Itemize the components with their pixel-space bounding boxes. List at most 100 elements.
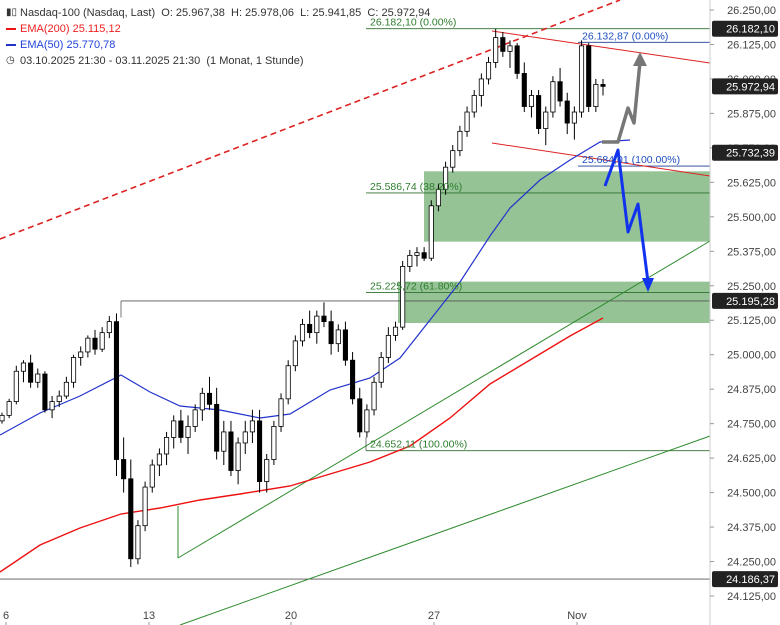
- fib-zone-1: [398, 281, 710, 323]
- candle-body: [35, 373, 41, 383]
- candle: [13, 365, 19, 405]
- y-tick-label: 25.875,00: [727, 108, 776, 120]
- candle: [357, 387, 363, 438]
- legend-high: H: 25.978,06: [231, 7, 294, 19]
- fib-label-4: 25.225,72 (61.80%): [370, 280, 462, 292]
- legend-ema200-row: EMA(200) 25.115,12: [6, 21, 430, 37]
- y-tick-label: 25.500,00: [727, 212, 776, 224]
- candle: [56, 390, 62, 408]
- blue-down-arrow: [603, 148, 650, 283]
- candle: [335, 324, 341, 352]
- candle: [228, 420, 234, 477]
- candle-body: [42, 373, 48, 411]
- candle: [20, 360, 27, 383]
- fib-label-0: 26.182,10 (0.00%): [370, 17, 456, 29]
- candle-body: [536, 95, 542, 129]
- candle-body: [63, 381, 69, 397]
- candle: [464, 106, 470, 137]
- candle-body: [350, 359, 356, 400]
- gray-arrowhead: [633, 52, 647, 66]
- candle: [400, 260, 406, 330]
- price-tag-bg: [712, 144, 778, 161]
- y-tick-label: 25.375,00: [727, 246, 776, 258]
- candle-body: [278, 398, 284, 427]
- price-tag-bg: [712, 292, 778, 309]
- candle-body: [428, 205, 434, 259]
- candle-body: [407, 255, 413, 267]
- candle: [414, 247, 420, 267]
- candle-body: [400, 266, 406, 328]
- x-tick-label: 13: [143, 610, 155, 622]
- y-tick-label: 24.250,00: [727, 557, 776, 569]
- candle-body: [471, 95, 477, 113]
- candle-body: [328, 321, 334, 345]
- y-tick-label: 24.625,00: [727, 453, 776, 465]
- candle-body: [299, 323, 306, 342]
- candle-body: [28, 362, 34, 383]
- clock-icon: ◷: [6, 55, 15, 66]
- trend-lines: [0, 0, 711, 625]
- candle: [185, 415, 191, 454]
- candle-body: [0, 414, 5, 422]
- price-tag-label: 25.972,94: [726, 81, 775, 93]
- candle: [471, 89, 477, 118]
- candle: [571, 106, 577, 140]
- candle: [550, 76, 556, 118]
- ema50-swatch: [6, 44, 16, 46]
- candle-body: [214, 403, 220, 452]
- legend-ema50: EMA(50) 25.770,78: [20, 39, 116, 51]
- candle: [485, 56, 492, 85]
- candle-body: [135, 525, 141, 560]
- candle: [292, 335, 298, 372]
- forecast-arrows: [602, 52, 654, 292]
- candle-body: [292, 340, 298, 367]
- candle: [285, 360, 291, 405]
- candle-body: [257, 420, 263, 482]
- candle: [457, 125, 463, 157]
- candle: [156, 448, 162, 477]
- candle: [135, 520, 141, 565]
- y-tick-label: 24.125,00: [727, 591, 776, 603]
- candle-body: [414, 252, 420, 256]
- candle: [214, 387, 220, 460]
- candle: [378, 351, 384, 388]
- price-tags: 26.182,10 25.972,94 25.732,39 25.195,28 24.1…: [712, 20, 778, 588]
- candle: [71, 354, 77, 388]
- candle: [543, 106, 549, 146]
- price-tag-bg: [712, 571, 778, 588]
- lower-channel-line: [491, 142, 711, 177]
- x-axis: 6 13 20 27 Nov: [3, 610, 587, 625]
- green-trendline-1: [177, 240, 711, 559]
- candle-body: [121, 459, 127, 480]
- candle-body: [314, 315, 320, 334]
- candle: [350, 351, 356, 405]
- candle-body: [113, 321, 120, 460]
- legend-interval: (1 Monat, 1 Stunde): [206, 55, 304, 67]
- candle-body: [307, 323, 313, 334]
- ema200-line: [0, 317, 604, 573]
- candle: [92, 329, 98, 355]
- candle: [500, 32, 506, 57]
- candle: [42, 371, 48, 413]
- candle: [0, 412, 5, 424]
- candle: [242, 420, 248, 454]
- candle-body: [421, 252, 427, 259]
- candle: [392, 321, 399, 341]
- candle-body: [385, 335, 391, 358]
- candle-body: [543, 111, 549, 129]
- price-tag-bg: [712, 20, 778, 37]
- candle-body: [242, 431, 248, 444]
- candle: [199, 387, 205, 421]
- candle-body: [249, 420, 255, 433]
- candle-body: [571, 111, 577, 124]
- candle: [371, 376, 377, 416]
- y-tick-label: 25.000,00: [727, 350, 776, 362]
- candle: [493, 28, 499, 68]
- y-tick-label: 25.625,00: [727, 177, 776, 189]
- y-tick-label: 24.500,00: [727, 488, 776, 500]
- candle-body: [99, 332, 105, 350]
- candle-body: [192, 409, 198, 427]
- candle: [557, 67, 563, 107]
- candle: [407, 249, 413, 272]
